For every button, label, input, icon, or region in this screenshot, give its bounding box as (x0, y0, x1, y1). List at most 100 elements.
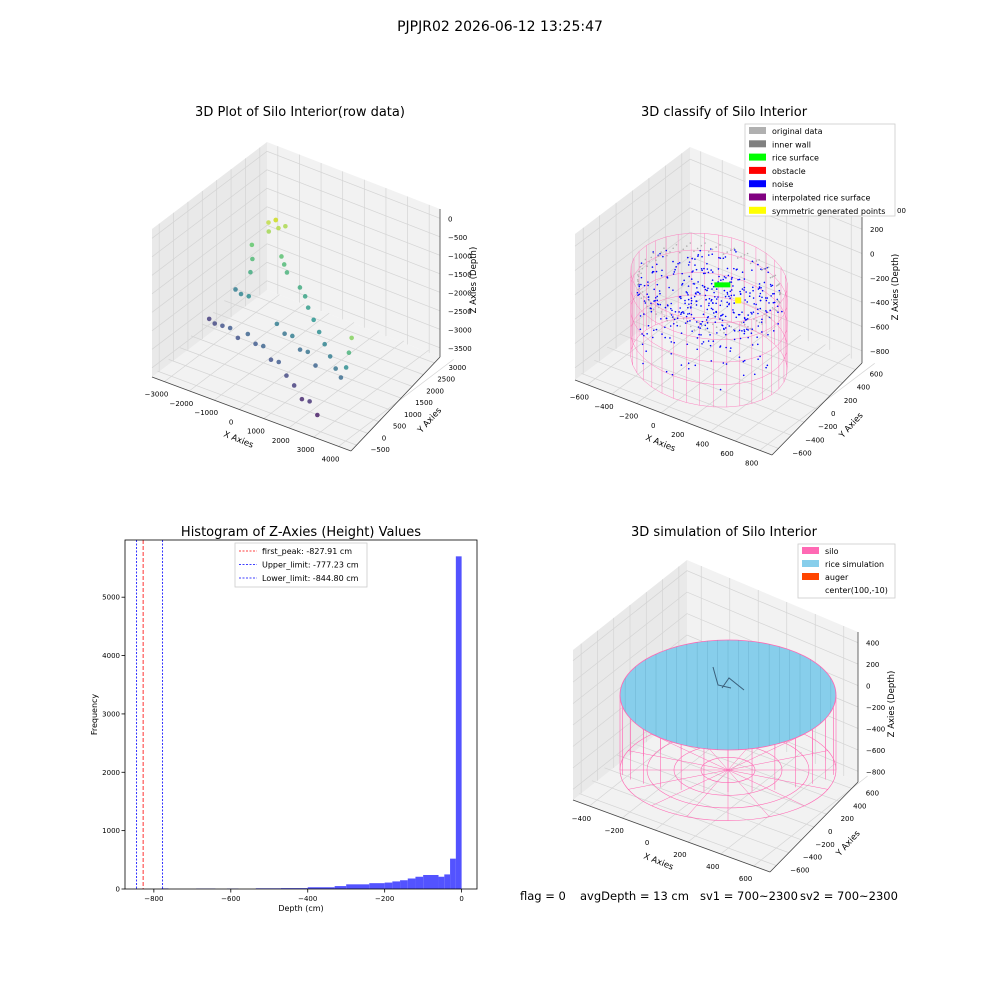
noise-point (765, 367, 767, 369)
original-data-point (664, 316, 666, 318)
original-data-point (642, 291, 644, 293)
data-point (349, 336, 354, 341)
noise-point (651, 311, 653, 313)
noise-point (674, 269, 676, 271)
noise-point (643, 335, 645, 337)
data-point (311, 318, 316, 323)
data-point (300, 397, 305, 402)
data-point (344, 365, 349, 370)
noise-point (718, 257, 720, 259)
data-point (339, 375, 344, 380)
noise-point (761, 318, 763, 320)
noise-point (708, 254, 710, 256)
original-data-point (638, 271, 640, 273)
histogram-bar (415, 877, 423, 889)
z-axis-label: Z Axies (Depth) (891, 254, 901, 321)
y-tick-label: 400 (857, 384, 870, 392)
noise-point (759, 283, 761, 285)
noise-point (687, 294, 689, 296)
x-tick-label: −600 (570, 394, 589, 402)
original-data-point (701, 245, 703, 247)
data-point (290, 334, 295, 339)
original-data-point (648, 261, 650, 263)
original-data-point (639, 292, 641, 294)
noise-point (705, 299, 707, 301)
noise-point (767, 334, 769, 336)
x-tick-label: −600 (221, 895, 240, 903)
noise-point (665, 307, 667, 309)
noise-point (673, 273, 675, 275)
noise-point (716, 288, 718, 290)
noise-point (761, 331, 763, 333)
noise-point (696, 269, 698, 271)
original-data-point (712, 323, 714, 325)
y-tick-label: 4000 (102, 652, 120, 660)
y-tick-label: 3000 (448, 364, 466, 372)
z-axis-label: Z Axies (Depth) (469, 247, 479, 314)
data-point (282, 331, 287, 336)
original-data-point (756, 260, 758, 262)
histogram-bar (400, 880, 408, 889)
x-tick-label: 0 (645, 839, 649, 847)
noise-point (702, 321, 704, 323)
noise-point (681, 312, 683, 314)
x-axis-label: X Axies (642, 852, 675, 873)
noise-point (765, 310, 767, 312)
original-data-point (679, 325, 681, 327)
x-axis-label: Depth (cm) (278, 904, 323, 913)
noise-point (743, 374, 745, 376)
histogram-bar (335, 886, 347, 889)
original-data-point (686, 245, 688, 247)
noise-point (711, 253, 713, 255)
noise-point (757, 344, 759, 346)
noise-point (712, 340, 714, 342)
z-tick-label: 200 (870, 226, 883, 234)
noise-point (757, 313, 759, 315)
noise-point (648, 296, 650, 298)
status-sv2: sv2 = 700~2300 (800, 889, 898, 903)
noise-point (773, 293, 775, 295)
original-data-point (727, 323, 729, 325)
x-tick-label: 0 (459, 895, 463, 903)
noise-point (685, 322, 687, 324)
legend-swatch (749, 140, 766, 147)
noise-point (681, 284, 683, 286)
x-tick-label: 200 (673, 851, 686, 859)
noise-point (746, 301, 748, 303)
noise-point (767, 271, 769, 273)
plot-frame (125, 540, 477, 889)
noise-point (675, 266, 677, 268)
z-tick-label: −500 (448, 234, 467, 242)
x-tick-label: −400 (572, 815, 591, 823)
original-data-point (637, 284, 639, 286)
noise-point (727, 292, 729, 294)
original-data-point (775, 275, 777, 277)
noise-point (743, 289, 745, 291)
noise-point (761, 296, 763, 298)
noise-point (745, 319, 747, 321)
chart-title: Histogram of Z-Axies (Height) Values (181, 525, 421, 540)
noise-point (720, 389, 722, 391)
noise-point (757, 325, 759, 327)
legend-swatch (749, 127, 766, 134)
legend-label: auger (825, 573, 849, 582)
noise-point (637, 292, 639, 294)
noise-point (666, 317, 668, 319)
noise-point (640, 329, 642, 331)
noise-point (667, 304, 669, 306)
noise-point (744, 287, 746, 289)
noise-point (735, 316, 737, 318)
noise-point (698, 326, 700, 328)
noise-point (743, 329, 745, 331)
y-tick-label: 2000 (102, 769, 120, 777)
noise-point (759, 287, 761, 289)
z-tick-label: −600 (866, 747, 885, 755)
noise-point (730, 347, 732, 349)
data-point (315, 413, 320, 418)
noise-point (707, 317, 709, 319)
noise-point (743, 322, 745, 324)
original-data-point (712, 249, 714, 251)
noise-point (691, 278, 693, 280)
noise-point (678, 311, 680, 313)
